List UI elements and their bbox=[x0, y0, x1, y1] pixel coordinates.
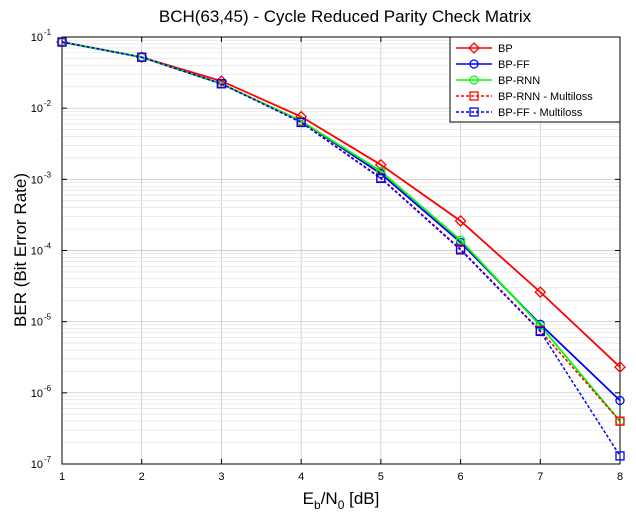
y-axis-label: BER (Bit Error Rate) bbox=[11, 173, 30, 327]
legend-item-bp: BP bbox=[456, 42, 513, 55]
data-point-bp bbox=[534, 286, 547, 299]
legend-label: BP bbox=[498, 43, 513, 55]
y-tick-exponent: -3 bbox=[44, 170, 52, 179]
y-tick-exponent: -2 bbox=[44, 99, 52, 108]
x-tick-label: 2 bbox=[139, 471, 145, 483]
legend-swatch-marker bbox=[468, 42, 480, 54]
data-point-bp-ff-multiloss bbox=[535, 326, 545, 337]
x-axis-ticks: 1 2 3 4 5 6 7 8 bbox=[59, 37, 623, 483]
chart-title: BCH(63,45) - Cycle Reduced Parity Check … bbox=[159, 7, 532, 26]
x-label-sub-b: b bbox=[314, 498, 321, 512]
y-tick-label: 10 bbox=[31, 459, 43, 471]
y-tick-label: 10 bbox=[31, 317, 43, 329]
x-tick-label: 4 bbox=[298, 471, 304, 483]
data-point-bp-ff-multiloss bbox=[615, 451, 625, 461]
y-tick-label: 10 bbox=[31, 103, 43, 115]
x-tick-label: 3 bbox=[218, 471, 224, 483]
legend-item-bp-ff-multiloss: BP-FF - Multiloss bbox=[456, 107, 583, 119]
data-point-bp bbox=[454, 215, 467, 227]
x-label-sub-0: 0 bbox=[338, 498, 345, 512]
data-point-bp-ff-multiloss bbox=[216, 79, 227, 89]
y-tick-label: 10 bbox=[31, 174, 43, 186]
legend-items: BP BP-FF BP-RNN BP-RNN - Multiloss BP-FF - M… bbox=[456, 42, 593, 119]
legend-swatch-marker bbox=[469, 91, 479, 101]
legend-swatch-marker bbox=[469, 59, 479, 69]
series-bp-ff-multiloss bbox=[57, 37, 625, 461]
legend-label: BP-FF bbox=[498, 59, 530, 71]
x-tick-label: 8 bbox=[617, 471, 623, 483]
legend: BP BP-FF BP-RNN BP-RNN - Multiloss BP-FF - M… bbox=[449, 36, 621, 123]
series-line-bp-ff-multiloss bbox=[61, 41, 621, 457]
data-point-bp-rnn bbox=[455, 235, 466, 245]
data-point-bp-ff-multiloss bbox=[137, 52, 147, 62]
legend-label: BP-RNN - Multiloss bbox=[498, 91, 593, 103]
y-tick-label: 10 bbox=[31, 246, 43, 258]
legend-item-bp-rnn-multiloss: BP-RNN - Multiloss bbox=[456, 91, 593, 103]
data-series bbox=[56, 36, 626, 461]
legend-label: BP-RNN bbox=[498, 75, 540, 87]
y-tick-label: 10 bbox=[31, 388, 43, 400]
data-point-bp-ff-multiloss bbox=[57, 37, 67, 47]
data-point-bp-rnn bbox=[376, 166, 386, 176]
x-tick-label: 1 bbox=[59, 471, 65, 483]
x-tick-label: 6 bbox=[458, 471, 464, 483]
data-point-bp-ff-multiloss bbox=[376, 173, 386, 184]
legend-label: BP-FF - Multiloss bbox=[498, 107, 583, 119]
y-tick-exponent: -7 bbox=[44, 455, 52, 464]
data-point-bp-rnn-multiloss bbox=[615, 416, 625, 426]
x-tick-label: 7 bbox=[537, 471, 543, 483]
y-tick-label: 10 bbox=[31, 32, 43, 44]
x-tick-label: 5 bbox=[378, 471, 384, 483]
legend-item-bp-ff: BP-FF bbox=[456, 59, 530, 71]
data-point-bp-ff-multiloss bbox=[296, 117, 306, 128]
x-label-unit: [dB] bbox=[344, 489, 379, 508]
x-axis-label: Eb/N0 [dB] bbox=[303, 489, 380, 512]
y-tick-exponent: -4 bbox=[44, 242, 52, 251]
y-tick-exponent: -6 bbox=[44, 384, 52, 393]
data-point-bp-ff-multiloss bbox=[455, 245, 466, 255]
y-tick-exponent: -5 bbox=[44, 313, 52, 322]
x-label-e: E bbox=[303, 489, 314, 508]
y-tick-exponent: -1 bbox=[44, 28, 52, 37]
legend-swatch-marker bbox=[469, 107, 479, 117]
legend-item-bp-rnn: BP-RNN bbox=[456, 75, 540, 87]
data-point-bp-ff bbox=[615, 395, 625, 406]
legend-swatch-marker bbox=[469, 75, 479, 85]
data-point-bp bbox=[614, 361, 626, 374]
x-label-n: /N bbox=[321, 489, 338, 508]
